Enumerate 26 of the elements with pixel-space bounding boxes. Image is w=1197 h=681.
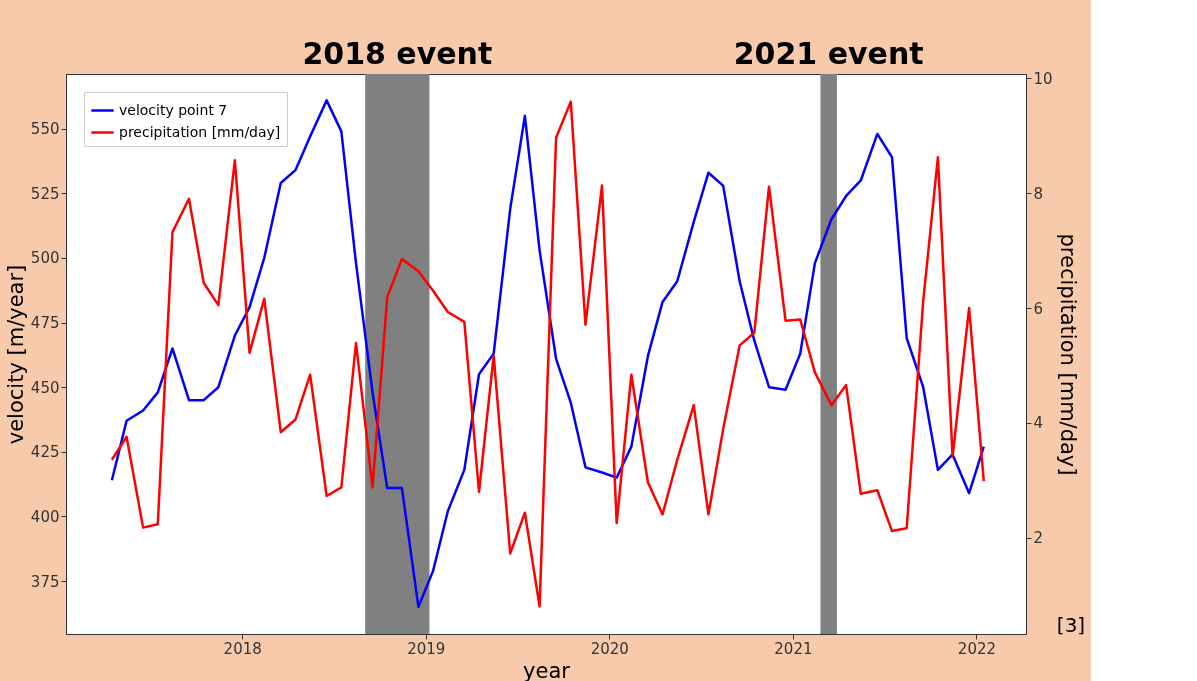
- band-label: 2021 event: [733, 36, 924, 71]
- text: [3]: [1056, 613, 1086, 637]
- y2-tick-label: 8: [1033, 184, 1044, 203]
- x-tick-label: 2020: [590, 639, 629, 658]
- x-tick-label: 2021: [774, 639, 813, 658]
- y2-tick-label: 4: [1033, 414, 1044, 433]
- legend-label: velocity point 7: [119, 101, 228, 118]
- y-tick-label: 400: [30, 507, 60, 526]
- y2-tick-label: 6: [1033, 299, 1044, 318]
- y-tick-label: 450: [30, 378, 60, 397]
- y2-axis-title: precipitation [mm/day]: [1055, 233, 1080, 476]
- y-tick-label: 475: [30, 314, 60, 333]
- x-tick-label: 2019: [407, 639, 446, 658]
- y-tick-label: 550: [30, 120, 60, 139]
- x-axis-title: year: [523, 658, 571, 681]
- legend-label: precipitation [mm/day]: [119, 123, 281, 140]
- y-tick-label: 500: [30, 249, 60, 268]
- y-tick-label: 425: [30, 443, 60, 462]
- x-tick-label: 2022: [957, 639, 997, 658]
- y2-tick-label: 10: [1033, 69, 1053, 88]
- y-tick-label: 375: [30, 572, 60, 591]
- y-tick-label: 525: [30, 184, 60, 203]
- y2-tick-label: 2: [1033, 529, 1044, 548]
- y-axis-title: velocity [m/year]: [3, 264, 28, 445]
- x-tick-label: 2018: [223, 639, 262, 658]
- band-label: 2018 event: [302, 36, 493, 71]
